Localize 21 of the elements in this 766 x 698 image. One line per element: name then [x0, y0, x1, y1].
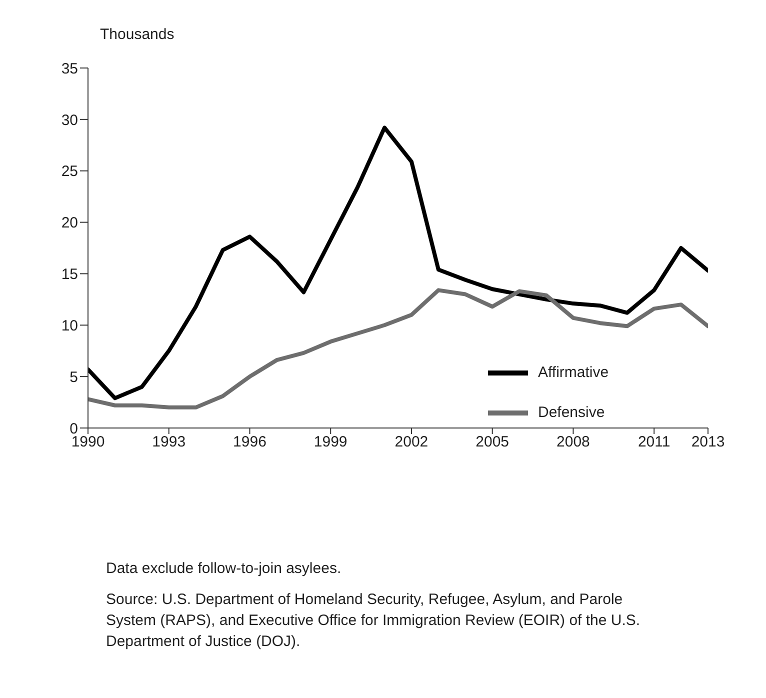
x-tick-label: 2002 — [394, 434, 428, 451]
legend-label: Defensive — [538, 404, 605, 421]
y-tick-label: 10 — [61, 317, 78, 334]
y-tick-label: 25 — [61, 163, 78, 180]
y-tick-label: 30 — [61, 112, 78, 129]
x-tick-label: 1996 — [233, 434, 266, 451]
x-tick-label: 2005 — [476, 434, 510, 451]
text: Data exclude follow-to-join asylees. — [106, 559, 342, 579]
y-axis-title: Thousands — [100, 26, 174, 43]
y-tick-label: 15 — [61, 266, 78, 284]
legend-label: Affirmative — [538, 364, 609, 381]
x-tick-label: 1999 — [314, 434, 348, 451]
x-tick-label: 2011 — [638, 434, 670, 451]
y-tick-label: 20 — [61, 214, 78, 232]
source-note: Source: U.S. Department of Homeland Security, Refugee, Asylum, and Parole System (RAPS), and Executive Office for Immigration Review (EOIR) of the U.S. Department of Justice (DOJ). — [106, 590, 642, 652]
y-tick-label: 35 — [61, 60, 78, 78]
line-series — [88, 126, 708, 400]
y-tick-label: 5 — [70, 368, 78, 386]
x-tick-label: 2008 — [556, 434, 590, 451]
x-tick-label: 1993 — [152, 434, 186, 451]
x-tick-label: 2013 — [691, 434, 725, 451]
